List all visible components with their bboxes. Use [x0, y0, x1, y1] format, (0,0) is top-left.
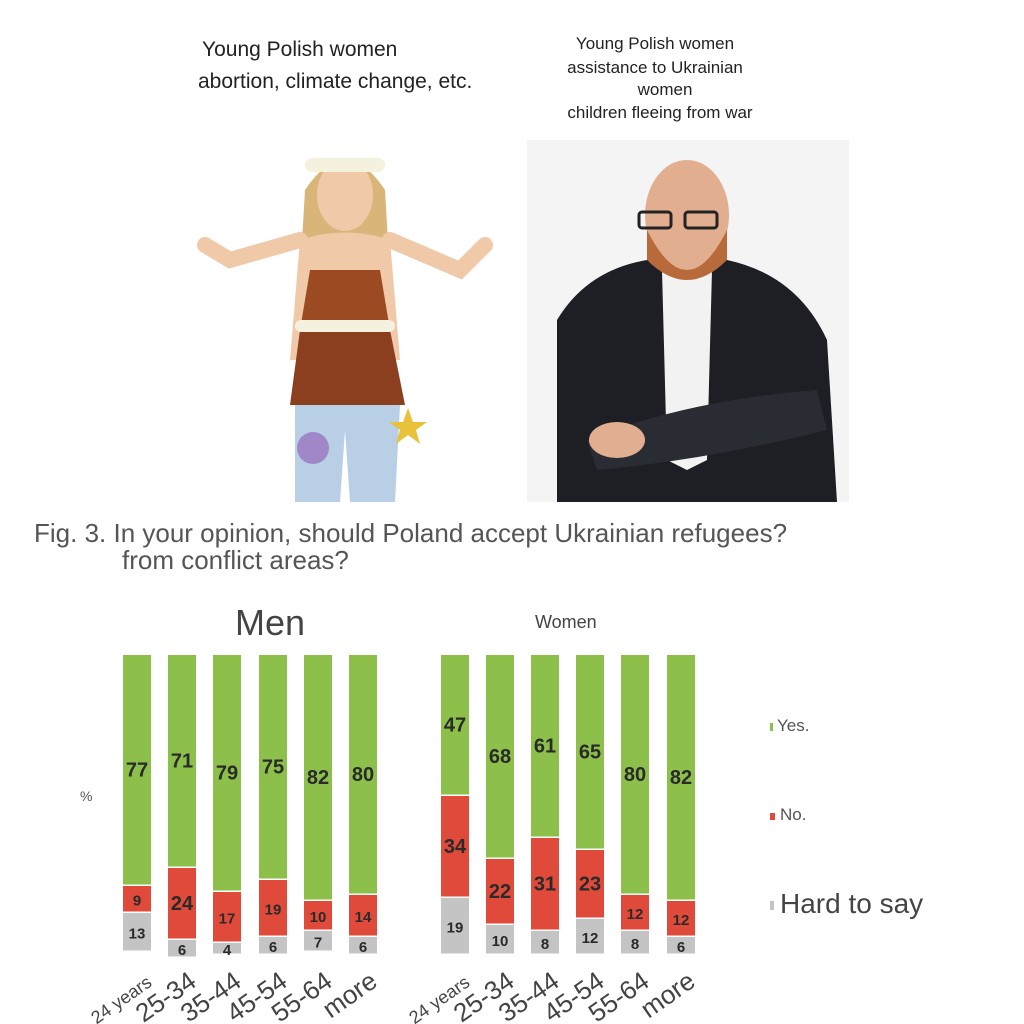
data-label: 6	[359, 939, 367, 956]
bar-women-yes-5	[667, 655, 695, 900]
women-panel-title: Women	[535, 612, 597, 632]
bar-women-no-2	[531, 838, 559, 930]
data-label: 82	[670, 767, 692, 789]
data-label: 14	[355, 909, 372, 926]
data-label: 47	[444, 715, 466, 737]
bar-women-no-5	[667, 901, 695, 936]
data-label: 75	[262, 757, 284, 779]
data-label: 12	[582, 930, 599, 947]
bar-men-hard-to-say-2	[213, 943, 241, 954]
legend-hard-label: Hard to say	[780, 888, 924, 919]
legend-hard-swatch	[770, 901, 774, 911]
data-label: 82	[307, 767, 329, 789]
data-label: 80	[624, 764, 646, 786]
data-label: 9	[133, 893, 141, 910]
bar-men-yes-4	[304, 655, 332, 900]
data-label: 12	[627, 906, 644, 923]
bar-women-yes-2	[531, 655, 559, 837]
bar-women-hard-to-say-1	[486, 925, 514, 954]
bar-men-no-2	[213, 892, 241, 942]
data-label: 6	[677, 939, 685, 956]
bar-women-yes-3	[576, 655, 604, 849]
legend-no: No.	[770, 805, 806, 825]
right-caption-line-3: women	[637, 80, 693, 99]
x-tick-label: more	[635, 965, 701, 1024]
bar-men-no-4	[304, 901, 332, 930]
bar-women-hard-to-say-3	[576, 919, 604, 954]
data-label: 10	[492, 933, 509, 950]
figure-title: Fig. 3. In your opinion, should Poland a…	[34, 520, 787, 574]
data-label: 10	[310, 909, 327, 926]
bar-men-yes-2	[213, 655, 241, 891]
data-label: 61	[534, 736, 556, 758]
bar-women-yes-1	[486, 655, 514, 858]
legend-yes-swatch	[770, 723, 773, 731]
right-caption: Young Polish women assistance to Ukraini…	[540, 34, 820, 123]
figure-title-line-1: Fig. 3. In your opinion, should Poland a…	[34, 518, 788, 548]
data-label: 23	[579, 874, 601, 896]
bar-men-no-0	[123, 886, 151, 912]
data-label: 6	[269, 939, 277, 956]
data-label: 79	[216, 763, 238, 785]
bar-men-no-3	[259, 880, 287, 936]
data-label: 6	[178, 942, 186, 959]
bar-men-hard-to-say-4	[304, 931, 332, 951]
bar-women-no-0	[441, 796, 469, 897]
bar-women-hard-to-say-5	[667, 937, 695, 954]
bar-men-yes-5	[349, 655, 377, 894]
bar-men-no-5	[349, 895, 377, 936]
bar-women-yes-4	[621, 655, 649, 894]
bar-men-yes-3	[259, 655, 287, 879]
bar-women-hard-to-say-0	[441, 898, 469, 954]
right-caption-line-2: assistance to Ukrainian	[567, 58, 743, 77]
left-caption-line-1: Young Polish women	[202, 38, 398, 61]
bar-men-hard-to-say-1	[168, 940, 196, 957]
data-label: 31	[534, 874, 556, 896]
data-label: 19	[265, 902, 282, 919]
bar-women-no-1	[486, 859, 514, 924]
left-caption-line-2: abortion, climate change, etc.	[198, 70, 473, 93]
bar-women-no-4	[621, 895, 649, 930]
data-label: 68	[489, 746, 511, 768]
legend-hard: Hard to say	[770, 888, 923, 920]
bar-men-hard-to-say-3	[259, 937, 287, 954]
bar-women-hard-to-say-2	[531, 931, 559, 954]
legend-yes-label: Yes.	[777, 716, 810, 735]
data-label: 17	[219, 911, 236, 928]
bar-men-hard-to-say-0	[123, 913, 151, 951]
data-label: 80	[352, 764, 374, 786]
data-label: 8	[541, 936, 549, 953]
data-label: 4	[223, 942, 232, 959]
data-label: 22	[489, 881, 511, 903]
data-label: 8	[631, 936, 639, 953]
data-label: 12	[673, 912, 690, 929]
legend-no-label: No.	[780, 805, 807, 824]
data-label: 24	[171, 893, 194, 915]
data-label: 71	[171, 751, 193, 773]
bar-men-no-1	[168, 868, 196, 939]
woman-photo	[190, 130, 510, 502]
figure-title-line-2: from conflict areas?	[122, 545, 349, 575]
legend-no-swatch	[770, 813, 775, 820]
bar-men-yes-1	[168, 655, 196, 867]
data-label: 77	[126, 760, 148, 782]
y-axis-label: %	[80, 788, 93, 804]
bar-men-yes-0	[123, 655, 151, 885]
bar-men-hard-to-say-5	[349, 937, 377, 954]
data-label: 13	[129, 926, 146, 943]
right-caption-line-4: children fleeing from war	[567, 103, 753, 122]
bar-women-no-3	[576, 850, 604, 918]
data-label: 65	[579, 742, 601, 764]
bar-women-yes-0	[441, 655, 469, 795]
data-label: 19	[447, 920, 464, 937]
men-panel-title: Men	[235, 602, 306, 643]
man-photo	[527, 140, 849, 502]
bar-women-hard-to-say-4	[621, 931, 649, 954]
data-label: 7	[314, 935, 322, 952]
data-label: 34	[444, 836, 467, 858]
x-tick-label: more	[317, 965, 383, 1024]
right-caption-line-1: Young Polish women	[575, 34, 735, 53]
legend-yes: Yes.	[770, 716, 809, 736]
